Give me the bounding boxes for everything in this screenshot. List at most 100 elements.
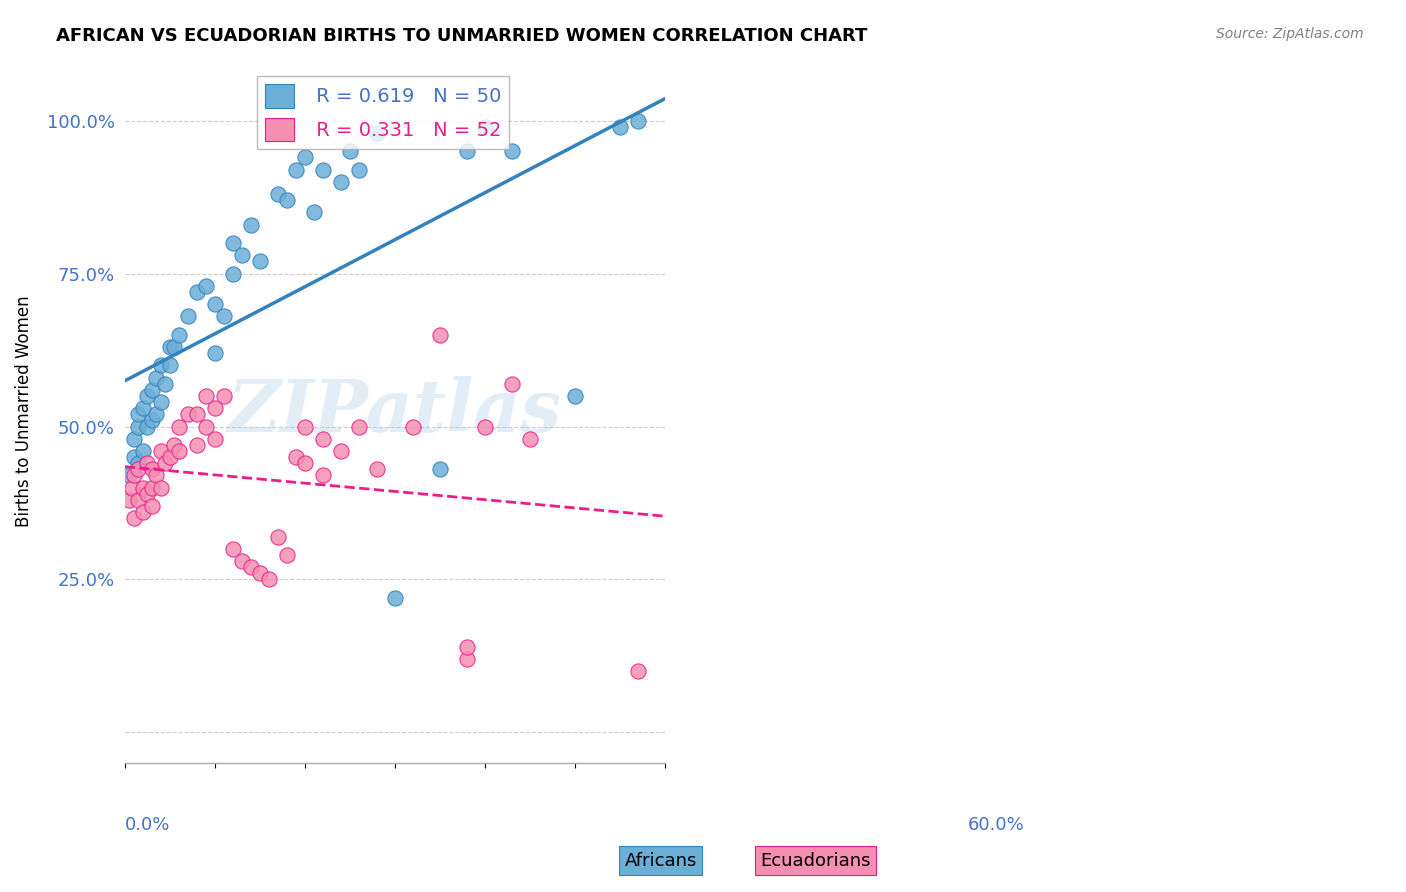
Point [294,151,316,165]
Point [149,481,172,495]
Point [127,407,149,421]
Point [131,444,153,458]
Point [141,481,163,495]
Point [145,407,167,421]
Point [176,407,198,421]
Point [311,432,333,446]
Point [311,468,333,483]
Point [221,267,243,281]
Point [276,194,298,208]
Point [149,359,172,373]
Point [456,145,478,159]
Point [159,340,181,354]
Text: 60.0%: 60.0% [967,815,1025,834]
Point [127,462,149,476]
Point [186,407,208,421]
Point [626,113,648,128]
Point [141,499,163,513]
Point [221,541,243,556]
Point [284,162,307,177]
Point [266,187,288,202]
Point [204,346,226,360]
Point [302,205,325,219]
Point [122,450,145,464]
Text: Source: ZipAtlas.com: Source: ZipAtlas.com [1216,27,1364,41]
Point [249,566,271,581]
Point [149,395,172,409]
Point [329,444,352,458]
Point [294,419,316,434]
Point [366,126,388,140]
Point [131,505,153,519]
Point [122,468,145,483]
Point [294,456,316,470]
Point [194,278,217,293]
Point [366,462,388,476]
Point [141,462,163,476]
Point [118,492,141,507]
Point [127,492,149,507]
Point [339,145,361,159]
Point [204,297,226,311]
Point [176,310,198,324]
Point [384,591,406,605]
Point [626,664,648,678]
Point [122,511,145,525]
Text: 0.0%: 0.0% [125,815,170,834]
Point [163,340,186,354]
Point [429,462,451,476]
Point [159,450,181,464]
Point [212,389,235,403]
Point [474,419,496,434]
Point [186,438,208,452]
Point [347,162,370,177]
Point [276,548,298,562]
Point [136,456,159,470]
Point [257,573,280,587]
Point [329,175,352,189]
Point [239,560,262,574]
Point [141,383,163,397]
Point [311,162,333,177]
Text: Ecuadorians: Ecuadorians [761,852,870,870]
Point [231,248,253,262]
Point [153,456,176,470]
Point [501,376,523,391]
Point [153,376,176,391]
Point [204,401,226,416]
Point [429,327,451,342]
Point [167,419,190,434]
Point [231,554,253,568]
Point [186,285,208,299]
Text: Africans: Africans [624,852,697,870]
Point [501,145,523,159]
Point [127,456,149,470]
Point [141,413,163,427]
Point [131,481,153,495]
Point [122,432,145,446]
Point [145,370,167,384]
Point [401,419,423,434]
Point [564,389,586,403]
Point [194,389,217,403]
Point [347,419,370,434]
Point [159,359,181,373]
Point [519,432,541,446]
Point [474,120,496,134]
Point [131,401,153,416]
Point [266,530,288,544]
Y-axis label: Births to Unmarried Women: Births to Unmarried Women [15,295,32,527]
Point [118,468,141,483]
Text: ZIPatlas: ZIPatlas [228,376,561,447]
Point [167,444,190,458]
Point [136,419,159,434]
Point [163,438,186,452]
Point [149,444,172,458]
Point [204,432,226,446]
Point [167,327,190,342]
Point [609,120,631,134]
Text: AFRICAN VS ECUADORIAN BIRTHS TO UNMARRIED WOMEN CORRELATION CHART: AFRICAN VS ECUADORIAN BIRTHS TO UNMARRIE… [56,27,868,45]
Legend:  R = 0.619   N = 50,  R = 0.331   N = 52: R = 0.619 N = 50, R = 0.331 N = 52 [257,77,509,149]
Point [456,652,478,666]
Point [136,487,159,501]
